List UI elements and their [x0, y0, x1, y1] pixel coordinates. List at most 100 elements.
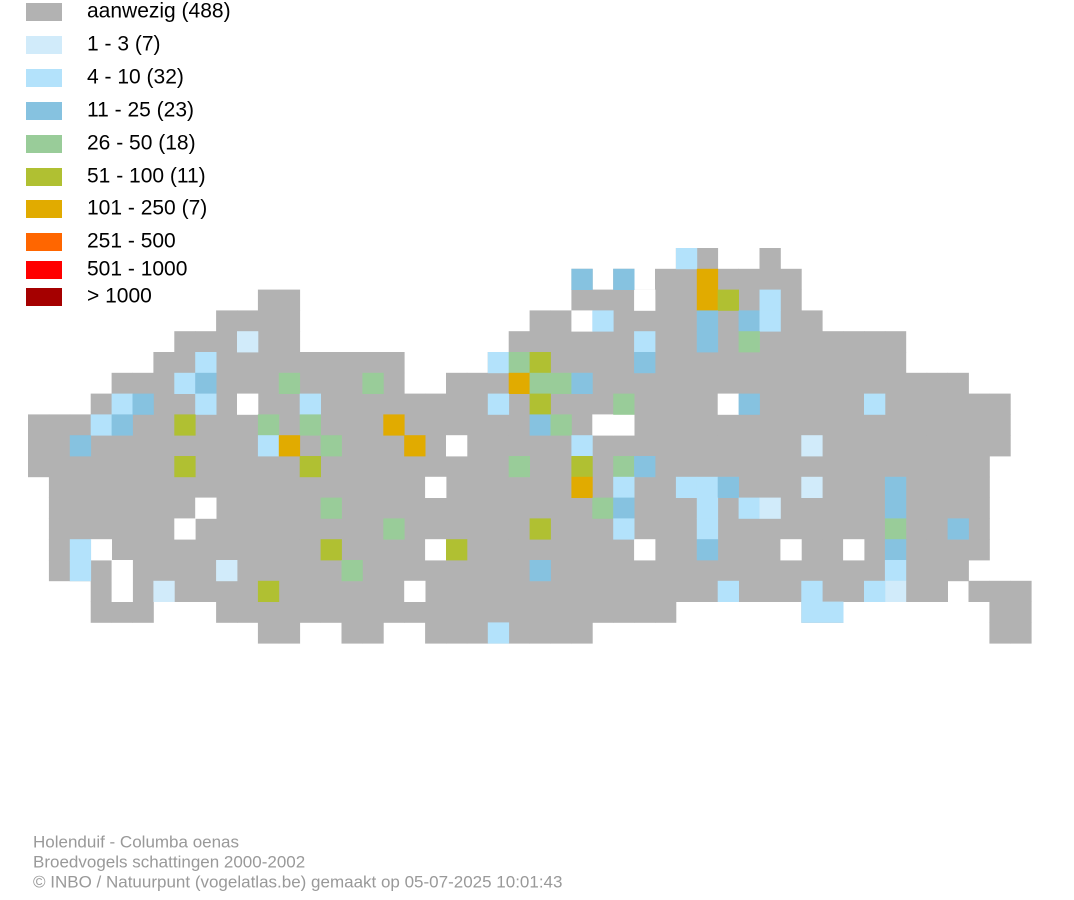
- present-cell: [404, 497, 426, 519]
- present-cell: [69, 497, 92, 519]
- present-cell: [717, 497, 739, 519]
- estimate-cell: [174, 414, 196, 436]
- present-cell: [404, 539, 426, 561]
- present-cell: [153, 518, 175, 540]
- present-cell: [717, 268, 739, 290]
- present-cell: [487, 497, 510, 519]
- present-cell: [843, 372, 865, 394]
- present-cell: [738, 580, 760, 602]
- present-cell: [634, 414, 656, 436]
- present-cell: [571, 414, 593, 436]
- present-cell: [822, 476, 844, 498]
- present-cell: [132, 539, 154, 561]
- present-cell: [111, 372, 133, 394]
- present-cell: [655, 310, 677, 332]
- estimate-cell: [529, 352, 551, 374]
- estimate-cell: [216, 560, 238, 582]
- present-cell: [864, 372, 886, 394]
- present-cell: [843, 518, 865, 540]
- present-cell: [153, 372, 175, 394]
- estimate-cell: [320, 435, 342, 457]
- present-cell: [717, 414, 739, 436]
- present-cell: [90, 497, 112, 519]
- present-cell: [174, 560, 196, 582]
- present-cell: [362, 580, 384, 602]
- present-cell: [466, 497, 489, 519]
- present-cell: [780, 268, 802, 290]
- estimate-cell: [864, 393, 886, 415]
- present-cell: [299, 435, 321, 457]
- present-cell: [362, 622, 384, 644]
- present-cell: [738, 372, 760, 394]
- present-cell: [48, 539, 71, 561]
- estimate-cell: [613, 476, 635, 498]
- present-cell: [926, 518, 948, 540]
- present-cell: [111, 518, 133, 540]
- present-cell: [257, 622, 280, 644]
- estimate-cell: [801, 435, 823, 457]
- present-cell: [884, 372, 907, 394]
- present-cell: [299, 497, 321, 519]
- present-cell: [195, 476, 217, 498]
- estimate-cell: [487, 393, 510, 415]
- estimate-cell: [884, 497, 907, 519]
- present-cell: [90, 580, 112, 602]
- present-cell: [801, 352, 823, 374]
- present-cell: [634, 393, 656, 415]
- present-cell: [237, 414, 259, 436]
- present-cell: [446, 476, 468, 498]
- present-cell: [843, 476, 865, 498]
- present-cell: [153, 476, 175, 498]
- present-cell: [466, 435, 489, 457]
- subtitle: Broedvogels schattingen 2000-2002: [33, 852, 305, 871]
- present-cell: [132, 580, 154, 602]
- present-cell: [550, 539, 572, 561]
- empty-cell: [717, 393, 739, 415]
- present-cell: [529, 539, 551, 561]
- estimate-cell: [529, 560, 551, 582]
- present-cell: [425, 497, 447, 519]
- present-cell: [843, 456, 865, 478]
- present-cell: [425, 622, 447, 644]
- present-cell: [947, 435, 969, 457]
- present-cell: [278, 289, 301, 311]
- present-cell: [550, 560, 572, 582]
- present-cell: [843, 580, 865, 602]
- present-cell: [864, 435, 886, 457]
- estimate-cell: [446, 539, 468, 561]
- present-cell: [634, 518, 656, 540]
- empty-cell: [111, 580, 133, 602]
- present-cell: [905, 518, 928, 540]
- present-cell: [195, 456, 217, 478]
- legend: aanwezig (488) 1 - 3 (7) 4 - 10 (32) 11 - 2…: [26, 0, 231, 308]
- present-cell: [675, 560, 698, 582]
- present-cell: [69, 476, 92, 498]
- present-cell: [780, 352, 802, 374]
- present-cell: [675, 310, 698, 332]
- present-cell: [237, 518, 259, 540]
- present-cell: [237, 352, 259, 374]
- present-cell: [362, 352, 384, 374]
- estimate-cell: [508, 372, 530, 394]
- present-cell: [884, 435, 907, 457]
- present-cell: [843, 393, 865, 415]
- present-cell: [864, 414, 886, 436]
- present-cell: [613, 372, 635, 394]
- present-cell: [655, 435, 677, 457]
- empty-cell: [634, 539, 656, 561]
- estimate-cell: [278, 372, 301, 394]
- present-cell: [905, 580, 928, 602]
- present-cell: [341, 372, 363, 394]
- estimate-cell: [529, 372, 551, 394]
- present-cell: [425, 580, 447, 602]
- present-cell: [696, 435, 719, 457]
- present-cell: [884, 352, 907, 374]
- estimate-cell: [696, 518, 719, 540]
- present-cell: [404, 476, 426, 498]
- present-cell: [257, 310, 280, 332]
- present-cell: [550, 580, 572, 602]
- present-cell: [822, 435, 844, 457]
- estimate-cell: [738, 393, 760, 415]
- present-cell: [174, 331, 196, 353]
- estimate-cell: [613, 268, 635, 290]
